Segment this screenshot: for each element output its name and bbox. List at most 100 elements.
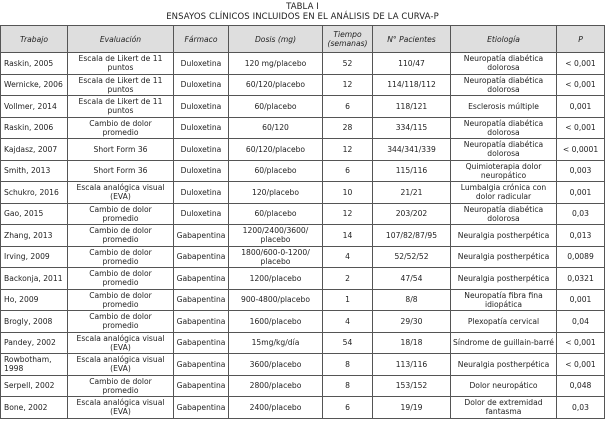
cell-trabajo: Serpell, 2002	[0, 374, 68, 397]
cell-evaluacion: Cambio de dolor promedio	[67, 310, 174, 333]
cell-pacientes: 203/202	[372, 202, 451, 225]
table-row: Raskin, 2005 Escala de Likert de 11 punto…	[0, 52, 605, 75]
cell-p: 0,001	[556, 288, 605, 311]
table-row: Ho, 2009 Cambio de dolor promedio Gabapent…	[0, 288, 605, 311]
cell-trabajo: Schukro, 2016	[0, 181, 68, 204]
cell-tiempo: 8	[322, 353, 373, 376]
cell-etiologia: Lumbalgia crónica con dolor radicular	[450, 181, 557, 204]
cell-dosis: 2800/placebo	[228, 374, 323, 397]
cell-p: 0,003	[556, 159, 605, 182]
cell-farmaco: Duloxetina	[173, 95, 229, 118]
cell-dosis: 1600/placebo	[228, 310, 323, 333]
cell-tiempo: 6	[322, 396, 373, 419]
cell-pacientes: 8/8	[372, 288, 451, 311]
cell-dosis: 3600/placebo	[228, 353, 323, 376]
cell-pacientes: 19/19	[372, 396, 451, 419]
cell-trabajo: Zhang, 2013	[0, 224, 68, 247]
table-row: Vollmer, 2014 Escala de Likert de 11 punt…	[0, 95, 605, 118]
cell-tiempo: 1	[322, 288, 373, 311]
table-body: Raskin, 2005 Escala de Likert de 11 punto…	[0, 52, 605, 419]
cell-farmaco: Duloxetina	[173, 52, 229, 75]
cell-farmaco: Duloxetina	[173, 159, 229, 182]
cell-etiologia: Dolor de extremidad fantasma	[450, 396, 557, 419]
cell-etiologia: Neuropatía diabética dolorosa	[450, 202, 557, 225]
cell-dosis: 900-4800/placebo	[228, 288, 323, 311]
cell-evaluacion: Short Form 36	[67, 159, 174, 182]
cell-pacientes: 153/152	[372, 374, 451, 397]
cell-etiologia: Neuralgia postherpética	[450, 353, 557, 376]
cell-evaluacion: Cambio de dolor promedio	[67, 245, 174, 268]
table-row: Rowbotham, 1998 Escala analógica visual (…	[0, 353, 605, 376]
cell-farmaco: Duloxetina	[173, 116, 229, 139]
table-row: Backonja, 2011 Cambio de dolor promedio Ga…	[0, 267, 605, 290]
cell-trabajo: Irving, 2009	[0, 245, 68, 268]
cell-dosis: 15mg/kg/día	[228, 331, 323, 354]
cell-p: 0,001	[556, 95, 605, 118]
cell-p: 0,04	[556, 310, 605, 333]
cell-trabajo: Bone, 2002	[0, 396, 68, 419]
table-row: Wernicke, 2006 Escala de Likert de 11 pun…	[0, 73, 605, 96]
cell-dosis: 1800/600-0-1200/ placebo	[228, 245, 323, 268]
cell-evaluacion: Escala analógica visual (EVA)	[67, 396, 174, 419]
cell-etiologia: Plexopatía cervical	[450, 310, 557, 333]
cell-pacientes: 52/52/52	[372, 245, 451, 268]
cell-trabajo: Kajdasz, 2007	[0, 138, 68, 161]
cell-pacientes: 114/118/112	[372, 73, 451, 96]
cell-farmaco: Gabapentina	[173, 310, 229, 333]
cell-p: 0,013	[556, 224, 605, 247]
cell-tiempo: 12	[322, 73, 373, 96]
cell-tiempo: 10	[322, 181, 373, 204]
table-row: Brogly, 2008 Cambio de dolor promedio Gaba…	[0, 310, 605, 333]
header-dosis: Dosis (mg)	[228, 25, 323, 53]
table-row: Irving, 2009 Cambio de dolor promedio Gaba…	[0, 245, 605, 268]
cell-p: 0,03	[556, 396, 605, 419]
cell-p: < 0,001	[556, 52, 605, 75]
cell-evaluacion: Short Form 36	[67, 138, 174, 161]
cell-trabajo: Brogly, 2008	[0, 310, 68, 333]
cell-etiologia: Esclerosis múltiple	[450, 95, 557, 118]
table-row: Kajdasz, 2007 Short Form 36 Duloxetina 60/1…	[0, 138, 605, 161]
cell-evaluacion: Cambio de dolor promedio	[67, 116, 174, 139]
cell-evaluacion: Cambio de dolor promedio	[67, 288, 174, 311]
cell-tiempo: 12	[322, 202, 373, 225]
cell-dosis: 60/120	[228, 116, 323, 139]
cell-trabajo: Gao, 2015	[0, 202, 68, 225]
table-row: Zhang, 2013 Cambio de dolor promedio Gabap…	[0, 224, 605, 247]
cell-pacientes: 113/116	[372, 353, 451, 376]
cell-p: 0,03	[556, 202, 605, 225]
cell-dosis: 60/placebo	[228, 95, 323, 118]
cell-trabajo: Raskin, 2005	[0, 52, 68, 75]
cell-p: 0,0089	[556, 245, 605, 268]
cell-farmaco: Gabapentina	[173, 396, 229, 419]
cell-tiempo: 8	[322, 374, 373, 397]
table-row: Raskin, 2006 Cambio de dolor promedio Dulo…	[0, 116, 605, 139]
cell-farmaco: Gabapentina	[173, 353, 229, 376]
cell-farmaco: Duloxetina	[173, 181, 229, 204]
cell-pacientes: 334/115	[372, 116, 451, 139]
cell-farmaco: Gabapentina	[173, 331, 229, 354]
cell-tiempo: 54	[322, 331, 373, 354]
cell-tiempo: 52	[322, 52, 373, 75]
cell-tiempo: 4	[322, 245, 373, 268]
cell-trabajo: Wernicke, 2006	[0, 73, 68, 96]
clinical-trials-table: Trabajo Evaluación Fármaco Dosis (mg) Tiempo…	[0, 25, 605, 419]
cell-dosis: 120 mg/placebo	[228, 52, 323, 75]
cell-pacientes: 29/30	[372, 310, 451, 333]
header-farmaco: Fármaco	[173, 25, 229, 53]
cell-trabajo: Raskin, 2006	[0, 116, 68, 139]
cell-evaluacion: Escala de Likert de 11 puntos	[67, 73, 174, 96]
cell-tiempo: 12	[322, 138, 373, 161]
table-row: Smith, 2013 Short Form 36 Duloxetina 60/pla…	[0, 159, 605, 182]
header-tiempo: Tiempo (semanas)	[322, 25, 373, 53]
cell-p: 0,048	[556, 374, 605, 397]
table-row: Pandey, 2002 Escala analógica visual (EVA…	[0, 331, 605, 354]
cell-farmaco: Gabapentina	[173, 374, 229, 397]
table-row: Gao, 2015 Cambio de dolor promedio Duloxet…	[0, 202, 605, 225]
cell-pacientes: 47/54	[372, 267, 451, 290]
header-pacientes: N° Pacientes	[372, 25, 451, 53]
cell-p: 0,0321	[556, 267, 605, 290]
cell-etiologia: Dolor neuropático	[450, 374, 557, 397]
cell-dosis: 60/120/placebo	[228, 73, 323, 96]
cell-pacientes: 107/82/87/95	[372, 224, 451, 247]
table-row: Schukro, 2016 Escala analógica visual (EV…	[0, 181, 605, 204]
